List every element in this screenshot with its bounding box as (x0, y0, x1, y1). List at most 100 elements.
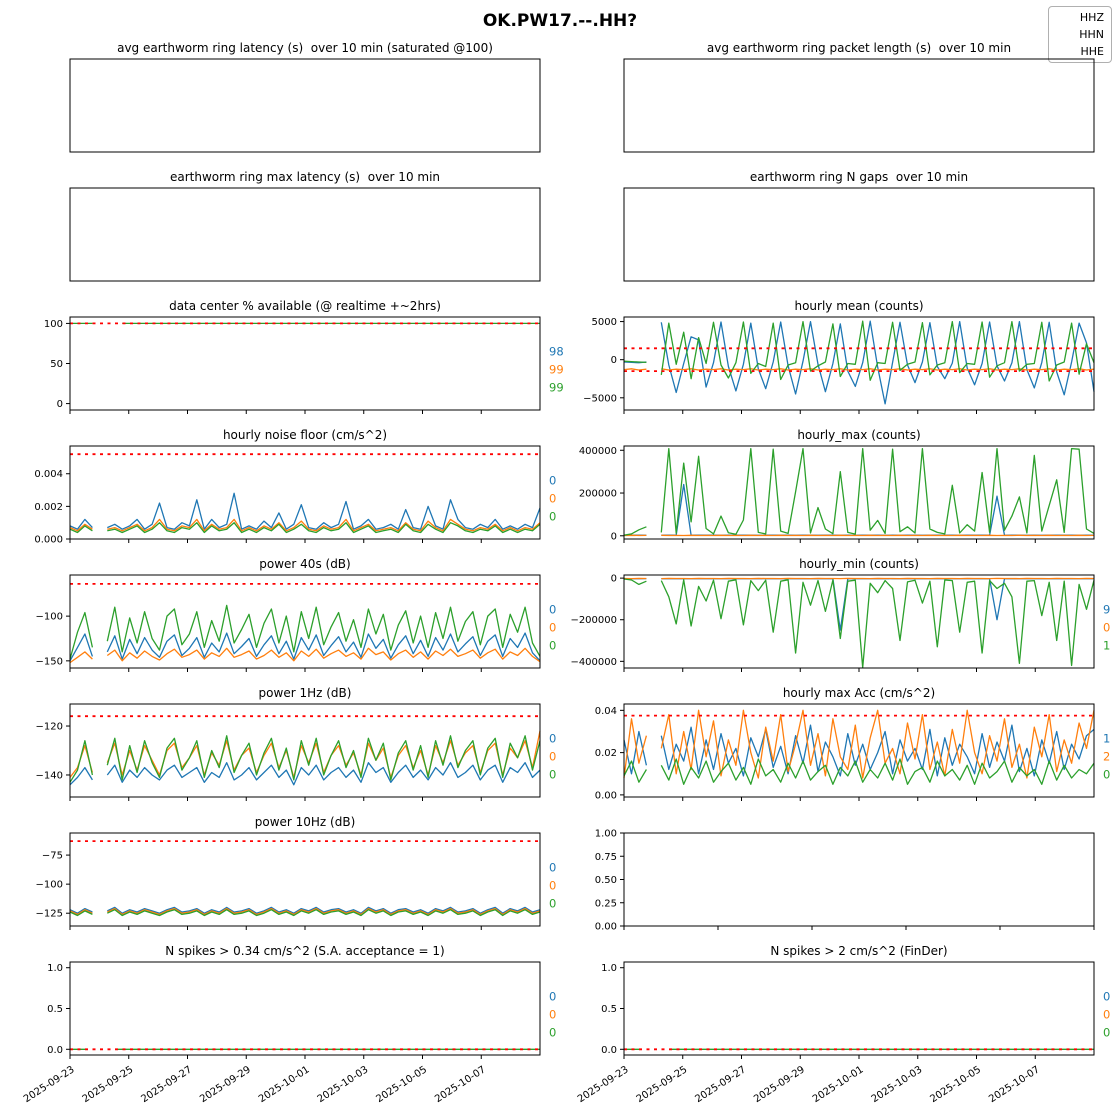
panel-empty-panel: 1.00 0.75 0.50 0.25 0.00 (595, 829, 1095, 933)
channel-count-label: 0 (549, 639, 556, 653)
x-tick-label: 2025-10-03 (316, 1064, 371, 1105)
series-hhz (69, 632, 541, 662)
y-tick-label: 0.25 (595, 898, 617, 909)
channel-count-label: 0 (549, 732, 556, 746)
panel-frame (623, 187, 1095, 282)
panel-title: power 1Hz (dB) (259, 686, 352, 700)
y-tick-label: 200000 (579, 489, 617, 500)
y-tick-label: −75 (42, 851, 63, 862)
panel-avg-packet-length: avg earthworm ring packet length (s) ove… (623, 41, 1095, 153)
series-hhe (69, 735, 541, 783)
panel-frame (623, 58, 1095, 153)
channel-count-label: 0 (549, 768, 556, 782)
panel-hourly-max-acc: hourly max Acc (cm/s^2) 0.04 0.02 0.00 1 2 0 (595, 686, 1111, 801)
legend: HHZ HHN HHE (1048, 6, 1112, 63)
channel-count-label: 9 (1103, 603, 1110, 617)
channel-count-label: 0 (549, 474, 556, 488)
legend-item-hhn: HHN (1079, 28, 1104, 41)
panel-title: hourly max Acc (cm/s^2) (783, 686, 935, 700)
x-tick-label: 2025-10-01 (811, 1064, 866, 1105)
y-tick-label: 0.50 (595, 875, 617, 886)
panel-frame (623, 832, 1095, 927)
panel-frame (69, 187, 541, 282)
panel-title: avg earthworm ring packet length (s) ove… (707, 41, 1011, 55)
channel-count-label: 0 (549, 510, 556, 524)
panel-title: earthworm ring max latency (s) over 10 m… (170, 170, 440, 184)
series-hhe (623, 578, 1095, 669)
panel-title: power 10Hz (dB) (255, 815, 356, 829)
channel-count-label: 0 (549, 879, 556, 893)
channel-count-label: 0 (549, 621, 556, 635)
panel-title: hourly mean (counts) (794, 299, 923, 313)
y-tick-label: 0.75 (595, 852, 617, 863)
series-hhe (69, 909, 541, 917)
x-tick-label: 2025-10-07 (433, 1064, 488, 1105)
x-tick-label: 2025-09-23 (22, 1064, 77, 1105)
panel-frame (69, 316, 541, 411)
channel-count-label: 2 (1103, 750, 1110, 764)
y-tick-label: 0.0 (601, 1045, 617, 1056)
y-tick-label: 100 (44, 319, 63, 330)
series-hhz (69, 906, 541, 914)
x-tick-label: 2025-09-27 (139, 1064, 194, 1105)
panel-frame (623, 961, 1095, 1056)
panel-data-center-available: data center % available (@ realtime +~2h… (44, 299, 564, 414)
panel-hourly-max: hourly_max (counts) 400000 200000 0 (579, 428, 1095, 543)
y-tick-label: 0.002 (34, 502, 63, 513)
panel-n-spikes-sa: N spikes > 0.34 cm/s^2 (S.A. acceptance … (22, 944, 556, 1105)
panel-title: earthworm ring N gaps over 10 min (750, 170, 968, 184)
channel-count-label: 1 (1103, 732, 1110, 746)
series-hhe (69, 522, 541, 534)
legend-item-hhe: HHE (1080, 45, 1105, 58)
x-tick-label: 2025-09-23 (576, 1064, 631, 1105)
channel-count-label: 0 (549, 897, 556, 911)
series-hhz (69, 762, 541, 786)
x-tick-label: 2025-09-29 (752, 1064, 807, 1105)
y-tick-label: 0 (57, 399, 63, 410)
y-tick-label: −140 (36, 770, 63, 781)
x-tick-label: 2025-10-07 (987, 1064, 1042, 1105)
y-tick-label: 0.00 (595, 790, 617, 801)
y-tick-label: 400000 (579, 446, 617, 457)
x-tick-label: 2025-10-05 (374, 1064, 429, 1105)
series-hhn (69, 907, 541, 916)
channel-count-label: 0 (549, 861, 556, 875)
channel-count-label: 0 (549, 492, 556, 506)
panel-frame (69, 58, 541, 153)
channel-count-label: 98 (549, 345, 564, 359)
panel-hourly-min: hourly_min (counts) 0 −200000 −400000 9 0 1 (570, 557, 1110, 672)
series-hhe (69, 604, 541, 660)
panel-title: hourly_min (counts) (799, 557, 919, 571)
panel-avg-ring-latency: avg earthworm ring latency (s) over 10 m… (69, 41, 541, 153)
y-tick-label: −200000 (570, 615, 617, 626)
x-tick-label: 2025-09-29 (198, 1064, 253, 1105)
panel-title: N spikes > 0.34 cm/s^2 (S.A. acceptance … (165, 944, 444, 958)
series-hhz (69, 492, 541, 530)
series-hhn (69, 518, 541, 532)
panel-title: avg earthworm ring latency (s) over 10 m… (117, 41, 493, 55)
panel-hourly-mean: hourly mean (counts) 5000 0 −5000 (583, 299, 1095, 414)
channel-count-label: 0 (1103, 990, 1110, 1004)
y-tick-label: 0.04 (595, 706, 617, 717)
x-tick-label: 2025-10-03 (870, 1064, 925, 1105)
y-tick-label: 1.0 (601, 963, 617, 974)
y-tick-label: 5000 (592, 317, 617, 328)
channel-count-label: 0 (549, 603, 556, 617)
y-tick-label: 0.02 (595, 748, 617, 759)
panel-title: hourly_max (counts) (797, 428, 920, 442)
panel-title: hourly noise floor (cm/s^2) (223, 428, 387, 442)
series-hhe (623, 447, 1095, 536)
panel-frame (69, 703, 541, 798)
channel-count-label: 0 (549, 990, 556, 1004)
x-tick-label: 2025-09-25 (81, 1064, 136, 1105)
channel-count-label: 0 (549, 1026, 556, 1040)
series-hhn (623, 368, 1095, 371)
series-hhn (69, 647, 541, 664)
channel-count-label: 1 (1103, 639, 1110, 653)
y-tick-label: 50 (50, 359, 63, 370)
channel-count-label: 0 (549, 750, 556, 764)
y-tick-label: −150 (36, 656, 63, 667)
y-tick-label: 1.00 (595, 829, 617, 840)
